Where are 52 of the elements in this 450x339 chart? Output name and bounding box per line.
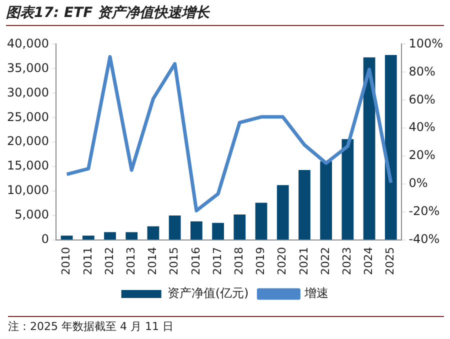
bar — [320, 161, 332, 240]
bar — [384, 54, 397, 240]
bar — [168, 216, 181, 240]
x-tick-label: 2024 — [362, 247, 376, 276]
y2-tick-label: 80% — [408, 64, 436, 78]
bar — [104, 232, 116, 240]
y2-tick-label: 0% — [408, 176, 428, 190]
chart-title: 图表17: ETF 资产净值快速增长 — [6, 4, 444, 26]
x-tick-label: 2018 — [232, 247, 246, 276]
x-tick-label: 2016 — [189, 247, 202, 276]
bar — [147, 226, 160, 240]
x-tick-label: 2020 — [276, 247, 289, 276]
y-tick-label: 0 — [41, 232, 49, 246]
bar — [82, 236, 94, 240]
bar — [342, 139, 354, 240]
bar — [190, 221, 202, 240]
x-tick-label: 2021 — [297, 247, 310, 276]
x-tick-label: 2014 — [146, 247, 160, 276]
x-tick-label: 2019 — [254, 247, 268, 276]
legend-label: 资产净值(亿元) — [167, 286, 249, 300]
y-tick-label: 25,000 — [6, 110, 49, 124]
y-tick-label: 10,000 — [6, 183, 49, 198]
x-tick-label: 2015 — [168, 247, 181, 276]
x-tick-label: 2013 — [124, 247, 138, 276]
bar — [126, 232, 138, 240]
y2-tick-label: 60% — [408, 92, 436, 106]
bar — [276, 185, 289, 240]
y2-tick-label: 40% — [408, 120, 436, 134]
y-tick-label: 40,000 — [6, 36, 49, 50]
y2-tick-label: -20% — [408, 204, 440, 218]
bar — [255, 202, 268, 240]
bar — [234, 214, 246, 240]
y-tick-label: 5,000 — [14, 208, 49, 222]
y-tick-label: 30,000 — [6, 85, 49, 100]
x-tick-label: 2010 — [60, 247, 73, 276]
y2-tick-label: 100% — [408, 36, 444, 50]
bar — [298, 170, 310, 240]
x-tick-label: 2012 — [102, 247, 116, 276]
y-tick-label: 15,000 — [6, 158, 49, 173]
x-tick-label: 2011 — [81, 247, 94, 276]
bar — [212, 222, 224, 240]
bar — [60, 236, 73, 240]
y-tick-label: 20,000 — [6, 134, 49, 148]
x-tick-label: 2023 — [340, 247, 354, 276]
x-tick-label: 2025 — [384, 247, 397, 276]
y2-tick-label: -40% — [408, 232, 440, 246]
legend-label: 增速 — [304, 286, 329, 300]
y2-tick-label: 20% — [408, 148, 436, 162]
x-tick-label: 2022 — [318, 247, 332, 276]
text: 注：2025 年数据截至 4 月 11 日 — [8, 316, 444, 334]
x-tick-label: 2017 — [210, 247, 224, 276]
y-tick-label: 35,000 — [6, 60, 49, 75]
